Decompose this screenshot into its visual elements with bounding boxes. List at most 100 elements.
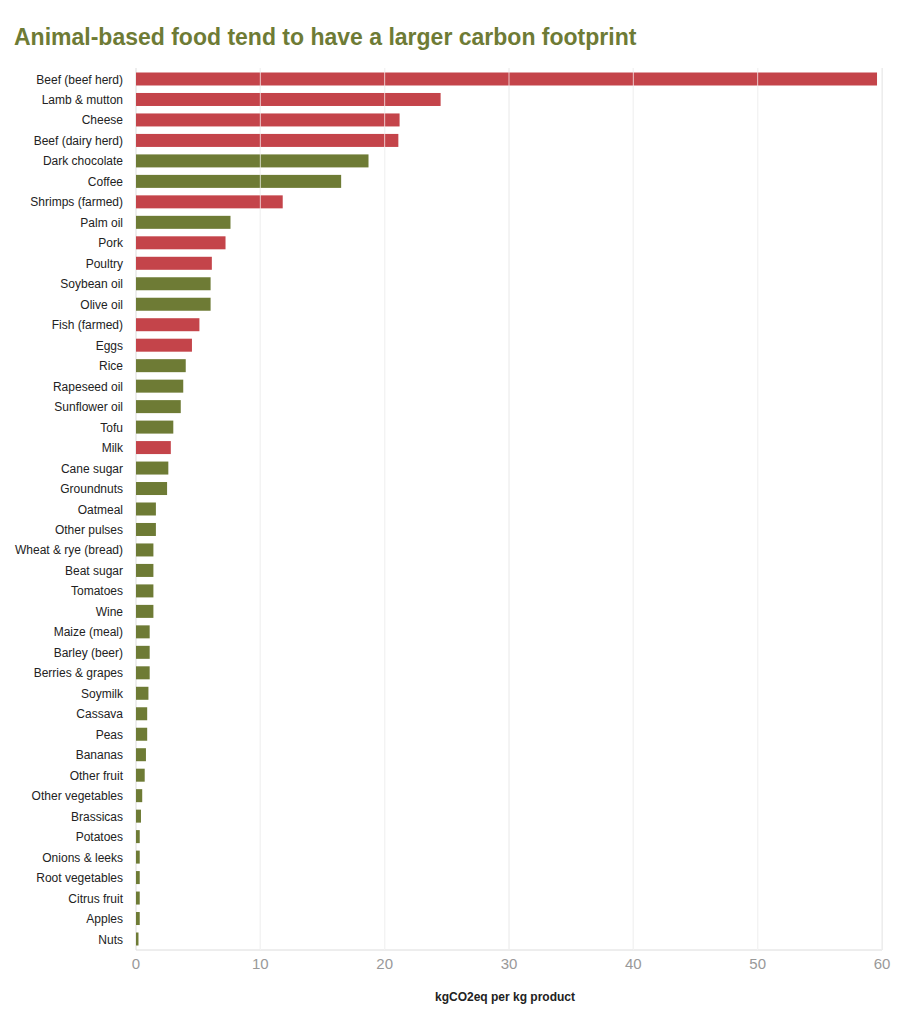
category-label: Barley (beer) (54, 646, 123, 660)
bar (136, 789, 142, 802)
category-label: Brassicas (71, 810, 123, 824)
bar (136, 359, 186, 372)
bar (136, 134, 398, 147)
bar (136, 73, 877, 86)
bar (136, 154, 369, 167)
category-label: Milk (102, 441, 124, 455)
bar (136, 830, 140, 843)
bar (136, 318, 199, 331)
category-label: Cane sugar (61, 462, 123, 476)
bar (136, 912, 140, 925)
category-label: Rice (99, 359, 123, 373)
category-label: Rapeseed oil (53, 380, 123, 394)
bar (136, 810, 141, 823)
bar (136, 543, 153, 556)
bar (136, 277, 211, 290)
category-label: Beef (beef herd) (36, 73, 123, 87)
category-label: Tomatoes (71, 584, 123, 598)
category-label: Shrimps (farmed) (30, 195, 123, 209)
grid-line (882, 68, 883, 950)
bar (136, 625, 150, 638)
bar (136, 339, 192, 352)
grid-line (260, 68, 261, 950)
category-label: Groundnuts (60, 482, 123, 496)
category-label: Tofu (100, 421, 123, 435)
bar (136, 687, 148, 700)
bar (136, 257, 212, 270)
category-label: Peas (96, 728, 123, 742)
x-tick-label: 50 (749, 955, 766, 972)
category-label: Olive oil (80, 298, 123, 312)
category-label: Soymilk (81, 687, 124, 701)
x-axis-label: kgCO2eq per kg product (435, 990, 575, 1004)
category-label: Beef (dairy herd) (34, 134, 123, 148)
bar (136, 216, 230, 229)
bar (136, 728, 147, 741)
bar (136, 175, 341, 188)
category-label: Pork (98, 236, 124, 250)
bar (136, 646, 150, 659)
x-tick-label: 10 (252, 955, 269, 972)
category-label: Wheat & rye (bread) (15, 543, 123, 557)
bar (136, 421, 173, 434)
x-tick-label: 40 (625, 955, 642, 972)
category-label: Cheese (82, 113, 124, 127)
bar (136, 584, 153, 597)
grid-line (384, 68, 385, 950)
bar (136, 93, 441, 106)
category-label: Eggs (96, 339, 123, 353)
bar (136, 666, 150, 679)
grid-line (757, 68, 758, 950)
grid-line (509, 68, 510, 950)
bar (136, 503, 156, 516)
bar (136, 441, 171, 454)
category-label: Potatoes (76, 830, 123, 844)
category-label: Other pulses (55, 523, 123, 537)
bar (136, 482, 167, 495)
category-label: Lamb & mutton (42, 93, 123, 107)
category-label: Berries & grapes (34, 666, 123, 680)
bar (136, 298, 211, 311)
grid-line (633, 68, 634, 950)
category-label: Other vegetables (32, 789, 123, 803)
category-label: Coffee (88, 175, 123, 189)
category-label: Soybean oil (60, 277, 123, 291)
bar (136, 236, 226, 249)
grid-line (757, 68, 758, 950)
x-tick-label: 0 (132, 955, 140, 972)
bar (136, 380, 183, 393)
bar (136, 707, 147, 720)
category-label: Onions & leeks (42, 851, 123, 865)
bar (136, 892, 140, 905)
chart-svg: Animal-based food tend to have a larger … (0, 0, 903, 1024)
bar (136, 462, 168, 475)
category-label: Poultry (86, 257, 123, 271)
x-tick-label: 60 (874, 955, 891, 972)
x-tick-label: 30 (501, 955, 518, 972)
grid-line (384, 68, 385, 950)
category-label: Fish (farmed) (52, 318, 123, 332)
bar (136, 523, 156, 536)
grid-line (260, 68, 261, 950)
category-label: Beat sugar (65, 564, 123, 578)
category-label: Bananas (76, 748, 123, 762)
bar (136, 748, 146, 761)
category-label: Oatmeal (78, 503, 123, 517)
grid-overlay (260, 68, 882, 950)
bars (136, 73, 877, 946)
category-label: Nuts (98, 933, 123, 947)
category-label: Dark chocolate (43, 154, 123, 168)
bar (136, 871, 140, 884)
bar (136, 564, 153, 577)
bar (136, 851, 140, 864)
bar (136, 113, 400, 126)
category-label: Wine (96, 605, 124, 619)
bar (136, 933, 138, 946)
category-label: Sunflower oil (54, 400, 123, 414)
x-tick-label: 20 (376, 955, 393, 972)
category-label: Palm oil (80, 216, 123, 230)
title: Animal-based food tend to have a larger … (14, 24, 637, 50)
bar (136, 605, 153, 618)
bar (136, 769, 145, 782)
category-label: Cassava (76, 707, 123, 721)
